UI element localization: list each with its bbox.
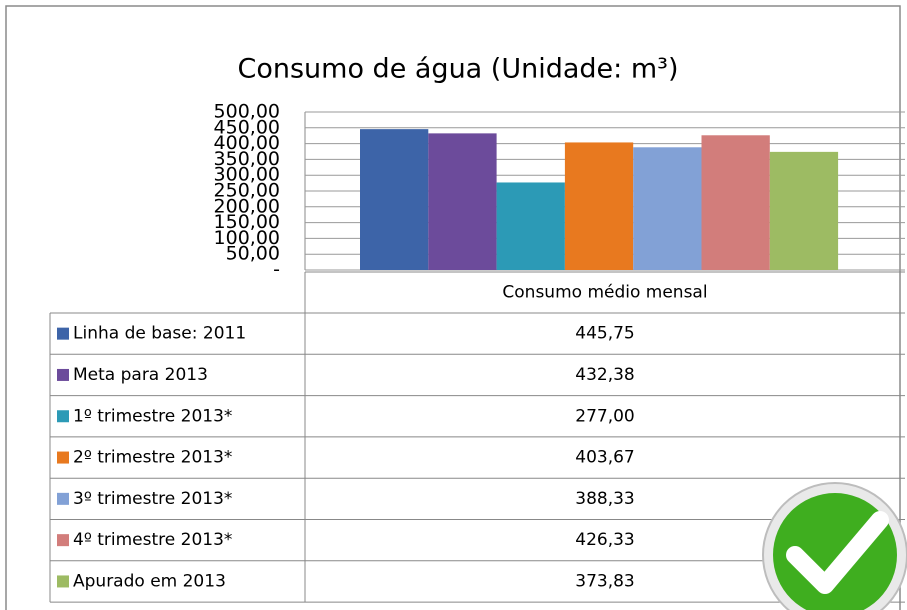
legend-label: Meta para 2013 — [73, 365, 208, 385]
legend-swatch — [57, 451, 69, 464]
y-tick-label: 200,00 — [214, 195, 280, 217]
legend-label: Linha de base: 2011 — [73, 324, 246, 344]
value-label: 388,33 — [575, 489, 634, 509]
frame — [5, 5, 901, 610]
bar — [564, 142, 634, 270]
y-tick-label: 300,00 — [214, 164, 280, 186]
check-badge — [773, 493, 897, 610]
y-tick-label: 50,00 — [226, 243, 280, 265]
legend-label: 4º trimestre 2013* — [73, 530, 232, 550]
value-label: 403,67 — [575, 448, 634, 468]
check-mark — [786, 511, 889, 594]
bar — [633, 147, 702, 270]
y-tick-label: 150,00 — [214, 211, 280, 233]
value-label: 445,75 — [575, 324, 634, 344]
legend-label: Apurado em 2013 — [73, 571, 226, 591]
y-tick-label: 400,00 — [214, 132, 280, 154]
legend-label: 1º trimestre 2013* — [73, 406, 232, 426]
bar — [428, 133, 497, 270]
y-tick-label: 350,00 — [214, 148, 280, 170]
bar — [769, 151, 839, 270]
chart-title: Consumo de água (Unidade: m³) — [237, 54, 678, 85]
legend-swatch — [57, 368, 69, 381]
bar — [496, 182, 565, 270]
category-header: Consumo médio mensal — [502, 283, 707, 303]
y-tick-label: 500,00 — [214, 101, 280, 123]
legend-label: 2º trimestre 2013* — [73, 448, 232, 468]
value-label: 277,00 — [575, 406, 634, 426]
bar — [360, 129, 429, 270]
y-tick-label: 450,00 — [214, 116, 280, 138]
value-label: 432,38 — [575, 365, 634, 385]
bar — [701, 135, 770, 270]
y-tick-label: 250,00 — [214, 180, 280, 202]
legend-label: 3º trimestre 2013* — [73, 489, 232, 509]
legend-swatch — [57, 534, 69, 547]
y-tick-label: 100,00 — [214, 227, 280, 249]
legend-swatch — [57, 492, 69, 505]
value-label: 373,83 — [575, 571, 634, 591]
y-tick-label: - — [273, 259, 280, 281]
legend-swatch — [57, 575, 69, 588]
legend-swatch — [57, 327, 69, 340]
legend-swatch — [57, 410, 69, 423]
value-label: 426,33 — [575, 530, 634, 550]
